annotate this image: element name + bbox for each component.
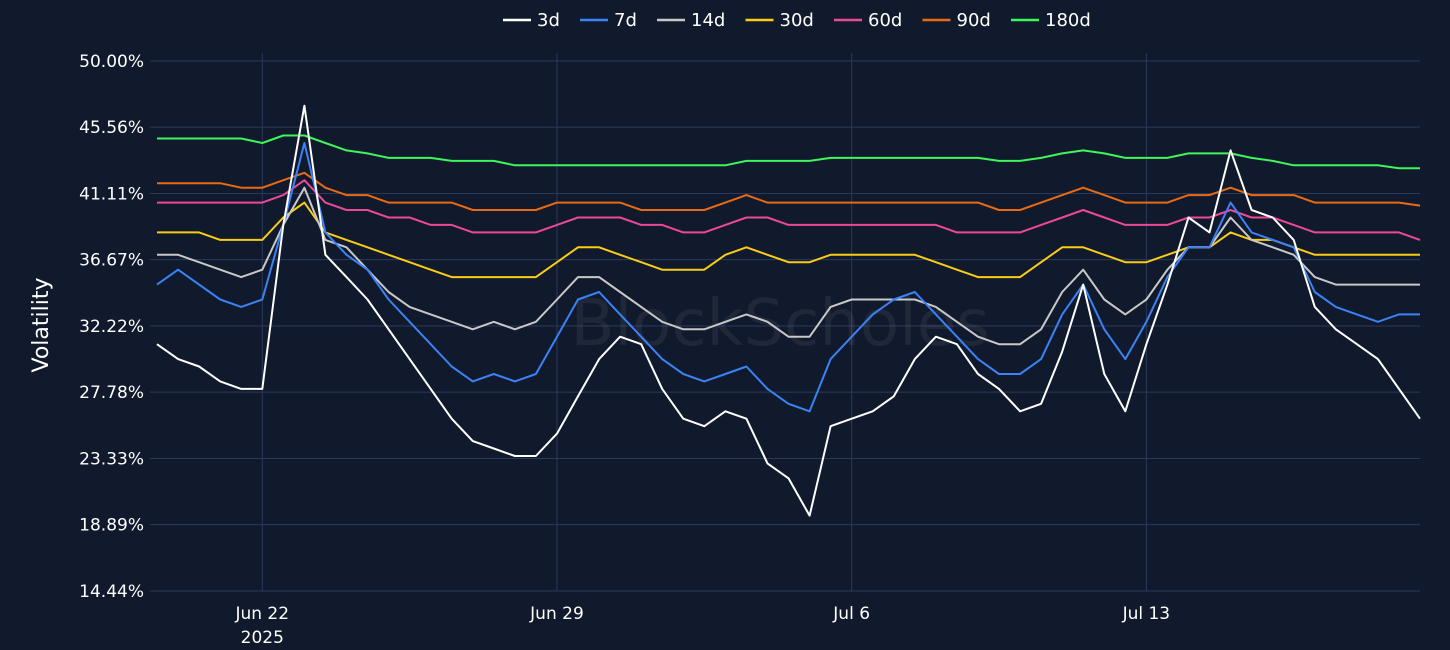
legend-label: 90d: [957, 10, 991, 31]
series-line-90d: [157, 171, 1421, 211]
y-tick-label: 50.00%: [79, 52, 144, 72]
legend-label: 30d: [780, 10, 814, 31]
legend-label: 60d: [868, 10, 902, 31]
legend[interactable]: 3d 7d 14d 30d 60d 90d 180d: [503, 10, 1091, 31]
series-line-3d: [156, 104, 1421, 517]
x-axis-ticks: Jun 22 2025 Jun 29 Jul 6 Jul 13: [234, 604, 1170, 648]
x-tick-label: Jul 13: [1122, 604, 1171, 624]
y-tick-label: 14.44%: [79, 582, 144, 602]
legend-item-3d[interactable]: 3d: [503, 10, 560, 31]
x-tick-label: Jun 29: [529, 604, 584, 624]
series-line-7d: [156, 142, 1420, 413]
y-tick-label: 32.22%: [79, 317, 144, 337]
y-tick-label: 23.33%: [79, 450, 144, 470]
legend-label: 3d: [537, 10, 560, 31]
legend-item-180d[interactable]: 180d: [1011, 10, 1091, 31]
legend-label: 14d: [691, 10, 725, 31]
x-tick-label: Jul 6: [832, 604, 870, 624]
legend-item-90d[interactable]: 90d: [922, 10, 991, 31]
legend-item-60d[interactable]: 60d: [834, 10, 902, 31]
x-tick-year-label: 2025: [241, 628, 284, 648]
y-axis-ticks: 14.44% 18.89% 23.33% 27.78% 32.22% 36.67% 41.1…: [79, 52, 144, 602]
y-axis-label: Volatility: [29, 277, 54, 372]
y-tick-label: 45.56%: [79, 118, 144, 138]
legend-label: 180d: [1045, 10, 1091, 31]
legend-item-30d[interactable]: 30d: [745, 10, 814, 31]
series-lines: [156, 104, 1421, 517]
series-line-60d: [157, 179, 1421, 241]
watermark: BlockScholes: [570, 287, 989, 361]
legend-label: 7d: [614, 10, 637, 31]
y-tick-label: 18.89%: [79, 516, 144, 536]
legend-item-14d[interactable]: 14d: [657, 10, 725, 31]
x-tick-label: Jun 22: [234, 604, 289, 624]
legend-item-7d[interactable]: 7d: [580, 10, 637, 31]
y-tick-label: 41.11%: [79, 185, 144, 205]
y-tick-label: 36.67%: [79, 251, 144, 271]
y-tick-label: 27.78%: [79, 383, 144, 403]
series-line-180d: [157, 134, 1420, 170]
series-line-30d: [157, 201, 1420, 279]
